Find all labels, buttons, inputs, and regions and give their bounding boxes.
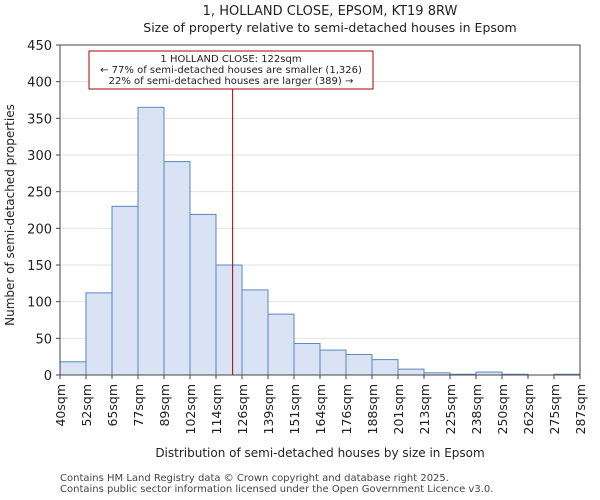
x-tick-label: 250sqm: [495, 384, 510, 434]
histogram-bar: [241, 289, 269, 376]
histogram-bar: [319, 349, 347, 376]
x-tick-label: 89sqm: [157, 384, 172, 427]
chart-title: 1, HOLLAND CLOSE, EPSOM, KT19 8RW: [203, 4, 458, 19]
x-tick-label: 151sqm: [287, 384, 302, 434]
x-tick-label: 201sqm: [391, 384, 406, 434]
y-tick-label: 150: [27, 259, 52, 274]
histogram-bar: [59, 361, 87, 376]
x-tick-label: 213sqm: [417, 384, 432, 434]
x-tick-label: 176sqm: [339, 384, 354, 434]
annotation-line-1: 1 HOLLAND CLOSE: 122sqm: [160, 54, 301, 65]
y-tick-label: 400: [27, 76, 52, 91]
histogram-bar: [163, 161, 191, 376]
footer-line-2: Contains public sector information licen…: [60, 484, 494, 495]
bars: [59, 106, 581, 376]
x-tick-label: 114sqm: [209, 384, 224, 434]
x-tick-label: 188sqm: [365, 384, 380, 434]
footer-line-1: Contains HM Land Registry data © Crown c…: [60, 473, 449, 484]
x-tick-label: 164sqm: [313, 384, 328, 434]
x-tick-label: 65sqm: [105, 384, 120, 427]
y-axis-label: Number of semi-detached properties: [3, 104, 17, 326]
y-tick-label: 200: [27, 222, 52, 237]
x-tick-label: 139sqm: [261, 384, 276, 434]
annotation-line-2: ← 77% of semi-detached houses are smalle…: [100, 65, 362, 76]
x-tick-label: 225sqm: [443, 384, 458, 434]
y-tick-label: 250: [27, 186, 52, 201]
histogram-chart: 1, HOLLAND CLOSE, EPSOM, KT19 8RW Size o…: [3, 4, 588, 460]
chart-subtitle: Size of property relative to semi-detach…: [143, 20, 516, 35]
y-tick-label: 50: [35, 332, 52, 347]
histogram-bar: [345, 353, 373, 376]
annotation-line-3: 22% of semi-detached houses are larger (…: [109, 76, 354, 87]
histogram-bar: [85, 292, 113, 376]
histogram-bar: [137, 106, 165, 376]
footer: Contains HM Land Registry data © Crown c…: [60, 473, 493, 495]
y-tick-label: 0: [44, 369, 52, 384]
y-tick-label: 300: [27, 149, 52, 164]
x-axis: 40sqm 52sqm 65sqm 77sqm 89sqm 102sqm 114sqm 126…: [53, 375, 588, 434]
annotation-box: 1 HOLLAND CLOSE: 122sqm ← 77% of semi-de…: [88, 50, 374, 90]
x-axis-label: Distribution of semi-detached houses by …: [155, 446, 484, 460]
y-axis: 0 50 100 150 200 250 300 350 400 450: [27, 39, 60, 384]
x-tick-label: 52sqm: [79, 384, 94, 427]
histogram-bar: [267, 313, 295, 376]
y-tick-label: 100: [27, 296, 52, 311]
x-tick-label: 275sqm: [547, 384, 562, 434]
y-tick-label: 350: [27, 112, 52, 127]
x-tick-label: 77sqm: [131, 384, 146, 427]
x-tick-label: 262sqm: [521, 384, 536, 434]
x-tick-label: 102sqm: [183, 384, 198, 434]
x-tick-label: 238sqm: [469, 384, 484, 434]
histogram-bar: [111, 205, 139, 376]
histogram-bar: [293, 342, 321, 376]
x-tick-label: 40sqm: [53, 384, 68, 427]
histogram-bar: [371, 359, 399, 376]
x-tick-label: 287sqm: [573, 384, 588, 434]
histogram-bar: [397, 368, 425, 376]
histogram-bar: [215, 264, 243, 376]
x-tick-label: 126sqm: [235, 384, 250, 434]
y-tick-label: 450: [27, 39, 52, 54]
histogram-bar: [189, 213, 217, 376]
